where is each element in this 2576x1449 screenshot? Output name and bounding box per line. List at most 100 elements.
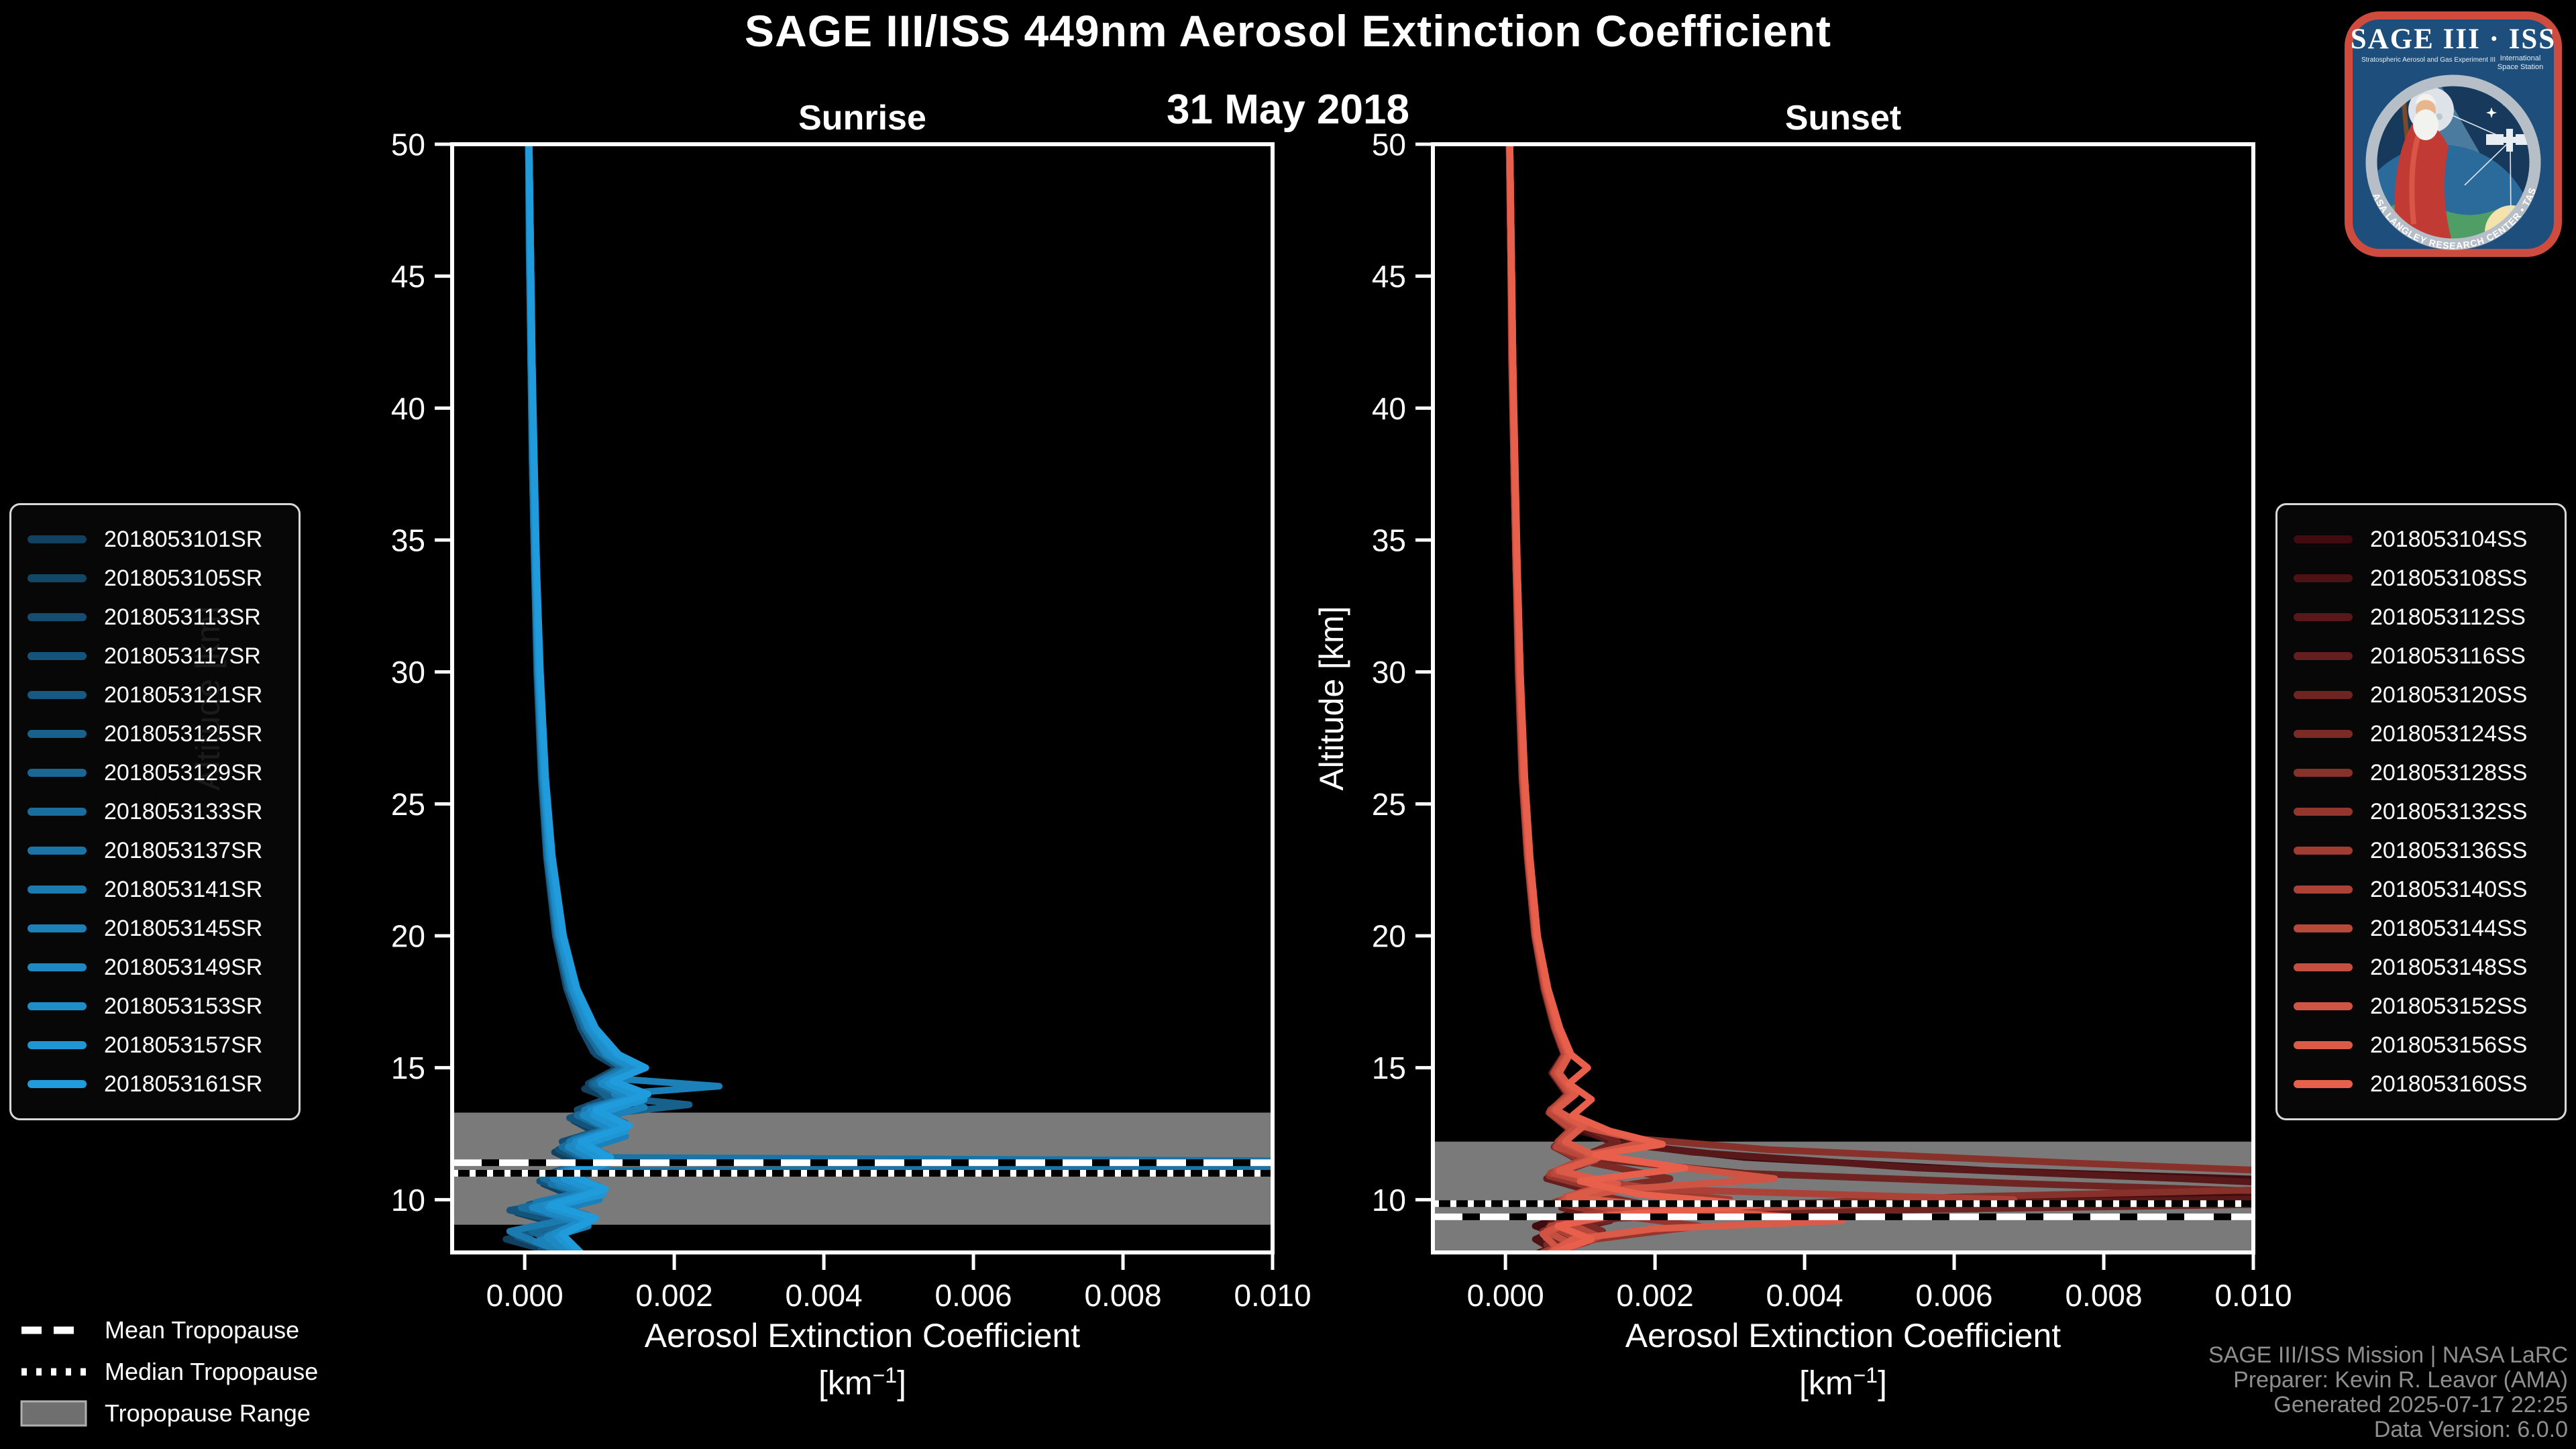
legend-swatch bbox=[2294, 924, 2353, 932]
patch-title: SAGE III · ISS bbox=[2351, 23, 2556, 55]
patch-subtitle-right-1: International bbox=[2500, 54, 2541, 62]
sunrise-panel-title: Sunrise bbox=[798, 99, 926, 138]
legend-item: 2018053133SR bbox=[28, 792, 282, 831]
legend-item: 2018053120SS bbox=[2294, 676, 2548, 714]
legend-swatch bbox=[28, 1080, 87, 1088]
y-tick-label: 50 bbox=[1372, 127, 1406, 162]
legend-label: 2018053124SS bbox=[2370, 720, 2528, 747]
legend-label: 2018053141SR bbox=[104, 876, 263, 902]
profile-line bbox=[1505, 144, 1674, 1252]
legend-label: 2018053157SR bbox=[104, 1032, 263, 1058]
x-tick-label: 0.002 bbox=[636, 1278, 713, 1313]
legend-label: 2018053125SR bbox=[104, 720, 263, 747]
figure-hair bbox=[2415, 94, 2436, 105]
x-tick-label: 0.010 bbox=[1234, 1278, 1311, 1313]
profile-line bbox=[1506, 144, 1674, 1252]
legend-label: 2018053116SS bbox=[2370, 643, 2526, 669]
unit-exponent: −1 bbox=[872, 1363, 898, 1387]
median-tropopause-swatch-icon bbox=[21, 1368, 86, 1376]
legend-item: 2018053124SS bbox=[2294, 714, 2548, 753]
legend-label: 2018053133SR bbox=[104, 798, 263, 824]
legend-swatch bbox=[2294, 535, 2353, 543]
profile-line bbox=[1506, 144, 2253, 1252]
legend-swatch bbox=[2294, 730, 2353, 738]
x-tick-label: 0.000 bbox=[486, 1278, 564, 1313]
profile-line bbox=[1506, 144, 2253, 1252]
tropopause-range-swatch-icon bbox=[20, 1400, 87, 1427]
sunrise-plot: 0.000 0.002 0.004 0.006 0.008 0.010 10 15 20 25 30… bbox=[391, 127, 1311, 1313]
legend-label: 2018053112SS bbox=[2370, 604, 2526, 630]
legend-item: 2018053136SS bbox=[2294, 831, 2548, 870]
unit-prefix: [km bbox=[1799, 1364, 1854, 1402]
tropopause-range-legend-item: Tropopause Range bbox=[20, 1393, 318, 1434]
y-tick-label: 30 bbox=[1372, 655, 1406, 690]
figure-beard bbox=[2413, 109, 2438, 140]
y-tick-label: 35 bbox=[1372, 523, 1406, 558]
legend-item: 2018053161SR bbox=[28, 1065, 282, 1104]
legend-swatch bbox=[28, 574, 87, 582]
y-tick-label: 10 bbox=[391, 1183, 425, 1218]
legend-item: 2018053156SS bbox=[2294, 1026, 2548, 1065]
y-tick-label: 30 bbox=[391, 655, 425, 690]
date-subtitle: 31 May 2018 bbox=[1167, 87, 1409, 133]
credits-block: SAGE III/ISS Mission | NASA LaRC Prepare… bbox=[2208, 1343, 2568, 1442]
profile-line bbox=[1506, 144, 2018, 1252]
x-tick-label: 0.006 bbox=[934, 1278, 1012, 1313]
y-tick-label: 10 bbox=[1372, 1183, 1406, 1218]
sage-iii-iss-mission-patch-logo: SAGE III · ISS Stratospheric Aerosol and… bbox=[2343, 9, 2562, 257]
legend-item: 2018053116SS bbox=[2294, 637, 2548, 676]
legend-item: 2018053160SS bbox=[2294, 1065, 2548, 1104]
y-tick-label: 20 bbox=[1372, 919, 1406, 954]
profile-line bbox=[1506, 144, 1733, 1252]
legend-swatch bbox=[2294, 808, 2353, 816]
sunset-x-axis-unit: [km−1] bbox=[1433, 1363, 2253, 1403]
patch-subtitle-left: Stratospheric Aerosol and Gas Experiment… bbox=[2361, 56, 2496, 64]
legend-label: 2018053160SS bbox=[2370, 1071, 2528, 1097]
y-tick-label: 40 bbox=[391, 391, 425, 426]
legend-label: 2018053156SS bbox=[2370, 1032, 2528, 1058]
legend-item: 2018053153SR bbox=[28, 987, 282, 1026]
credit-mission: SAGE III/ISS Mission | NASA LaRC bbox=[2208, 1342, 2568, 1368]
legend-swatch bbox=[28, 691, 87, 699]
plot-frame bbox=[1431, 142, 2255, 1254]
legend-swatch bbox=[28, 885, 87, 894]
legend-item: 2018053140SS bbox=[2294, 870, 2548, 909]
legend-label: 2018053144SS bbox=[2370, 915, 2528, 941]
occultation-line-sun bbox=[2510, 140, 2512, 225]
legend-swatch bbox=[2294, 691, 2353, 699]
legend-swatch bbox=[28, 1041, 87, 1049]
mean-tropopause-label: Mean Tropopause bbox=[105, 1316, 300, 1344]
y-tick-label: 25 bbox=[1372, 787, 1406, 822]
credit-generated: Generated 2025-07-17 22:25 bbox=[2273, 1392, 2568, 1417]
legend-item: 2018053145SR bbox=[28, 909, 282, 948]
profile-line bbox=[525, 144, 652, 1252]
legend-label: 2018053137SR bbox=[104, 837, 263, 863]
legend-label: 2018053113SR bbox=[104, 604, 261, 630]
legend-item: 2018053129SR bbox=[28, 753, 282, 792]
x-tick-label: 0.004 bbox=[1766, 1278, 1843, 1313]
sunset-x-axis-label: Aerosol Extinction Coefficient bbox=[1625, 1317, 2061, 1354]
legend-item: 2018053121SR bbox=[28, 676, 282, 714]
legend-swatch bbox=[2294, 963, 2353, 971]
y-tick-label: 25 bbox=[391, 787, 425, 822]
legend-label: 2018053101SR bbox=[104, 526, 263, 552]
x-tick-label: 0.002 bbox=[1617, 1278, 1694, 1313]
plot-frame bbox=[450, 142, 1275, 1254]
legend-swatch bbox=[2294, 769, 2353, 777]
x-tick-label: 0.006 bbox=[1915, 1278, 1992, 1313]
legend-item: 2018053128SS bbox=[2294, 753, 2548, 792]
legend-swatch bbox=[2294, 574, 2353, 582]
unit-suffix: ] bbox=[897, 1364, 906, 1402]
y-tick-label: 35 bbox=[391, 523, 425, 558]
legend-swatch bbox=[28, 1002, 87, 1010]
median-tropopause-legend-item: Median Tropopause bbox=[20, 1351, 318, 1393]
tropopause-legend: Mean Tropopause Median Tropopause Tropop… bbox=[20, 1309, 318, 1434]
sunset-y-axis-label: Altitude [km] bbox=[1313, 606, 1350, 791]
mean-tropopause-swatch-icon bbox=[21, 1326, 86, 1334]
sunrise-event-legend: 2018053101SR 2018053105SR 2018053113SR 2018… bbox=[9, 503, 301, 1120]
x-tick-label: 0.008 bbox=[1084, 1278, 1161, 1313]
legend-label: 2018053121SR bbox=[104, 682, 263, 708]
legend-item: 2018053149SR bbox=[28, 948, 282, 987]
median-tropopause-label: Median Tropopause bbox=[105, 1358, 319, 1385]
y-tick-label: 45 bbox=[391, 259, 425, 294]
